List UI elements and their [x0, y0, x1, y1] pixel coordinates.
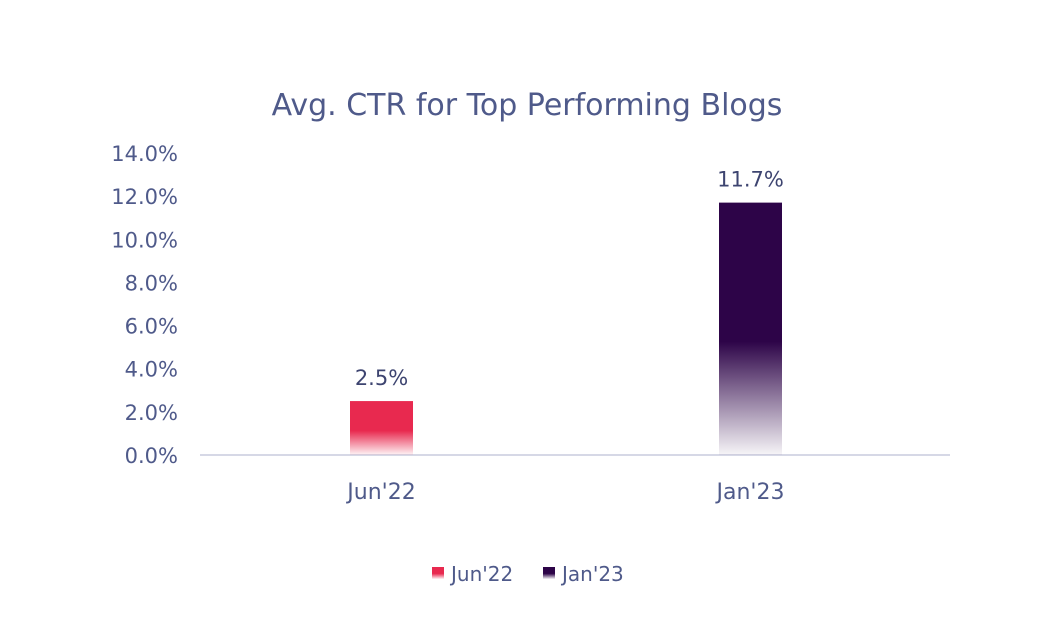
legend-label-jan23: Jan'23	[560, 562, 624, 586]
legend-swatch-jan23	[543, 567, 555, 579]
y-tick-label: 8.0%	[125, 271, 178, 295]
bars-group: 2.5% 11.7%	[350, 168, 784, 455]
y-tick-label: 14.0%	[111, 142, 178, 166]
legend-swatch-jun22	[432, 567, 444, 579]
x-tick-label: Jan'23	[715, 480, 785, 505]
data-label: 11.7%	[717, 168, 784, 192]
y-tick-label: 0.0%	[125, 444, 178, 468]
x-tick-label: Jun'22	[345, 480, 415, 505]
legend: Jun'22 Jan'23	[432, 562, 624, 586]
y-axis: 0.0% 2.0% 4.0% 6.0% 8.0% 10.0% 12.0% 14.0%	[111, 142, 178, 468]
y-tick-label: 10.0%	[111, 228, 178, 252]
y-tick-label: 12.0%	[111, 185, 178, 209]
bar	[719, 202, 782, 455]
data-label: 2.5%	[355, 366, 408, 390]
bar	[350, 401, 413, 455]
y-tick-label: 4.0%	[125, 358, 178, 382]
y-tick-label: 6.0%	[125, 315, 178, 339]
x-axis: Jun'22 Jan'23	[345, 480, 784, 505]
y-tick-label: 2.0%	[125, 401, 178, 425]
chart-title: Avg. CTR for Top Performing Blogs	[272, 88, 783, 123]
legend-label-jun22: Jun'22	[449, 562, 513, 586]
